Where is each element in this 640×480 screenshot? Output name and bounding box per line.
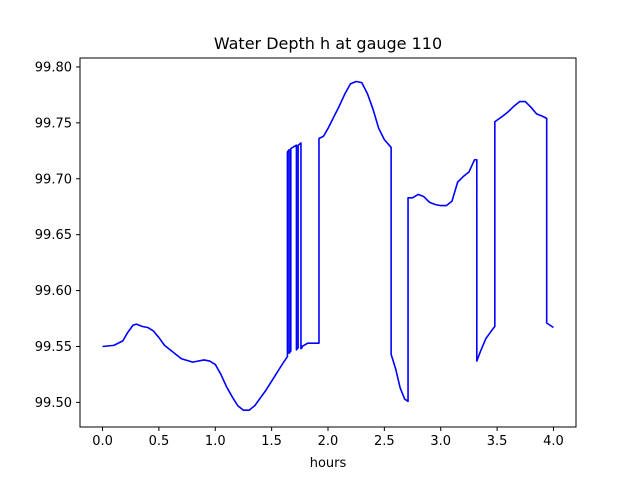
y-tick-label: 99.60 — [35, 284, 72, 299]
x-tick-label: 1.0 — [205, 434, 226, 449]
x-tick-label: 4.0 — [543, 434, 564, 449]
y-tick-label: 99.65 — [35, 228, 72, 243]
y-tick-label: 99.50 — [35, 396, 72, 411]
x-tick-label: 0.0 — [92, 434, 113, 449]
x-tick-label: 2.5 — [374, 434, 395, 449]
x-tick-label: 3.0 — [430, 434, 451, 449]
x-axis-label: hours — [310, 456, 347, 471]
x-tick-label: 1.5 — [261, 434, 282, 449]
x-tick-label: 3.5 — [487, 434, 508, 449]
plot-area: 0.0 0.5 1.0 1.5 2.0 2.5 3.0 3.5 4.0 99.50 99.55 99.… — [35, 57, 577, 449]
y-tick-label: 99.70 — [35, 172, 72, 187]
y-tick-label: 99.80 — [35, 60, 72, 75]
chart-title: Water Depth h at gauge 110 — [214, 34, 442, 53]
x-tick-label: 0.5 — [149, 434, 170, 449]
series-line-0 — [102, 80, 554, 412]
y-tick-label: 99.75 — [35, 116, 72, 131]
y-tick-label: 99.55 — [35, 340, 72, 355]
x-tick-label: 2.0 — [318, 434, 339, 449]
